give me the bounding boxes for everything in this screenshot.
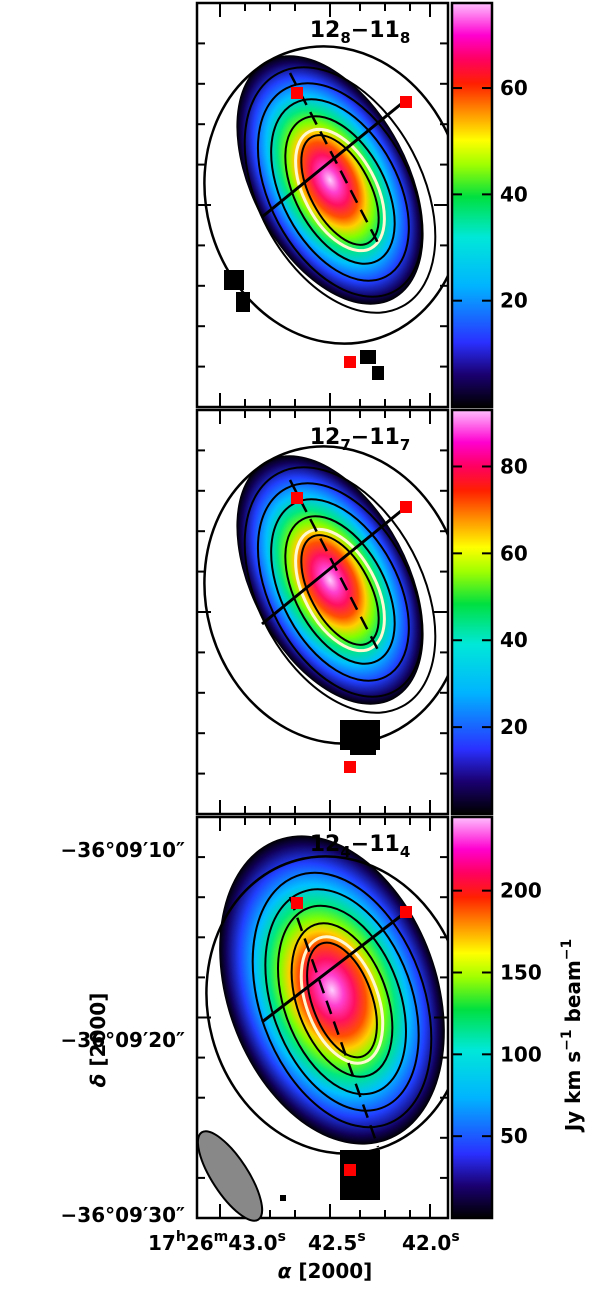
contour — [264, 888, 420, 1112]
position-marker — [400, 501, 412, 513]
position-marker — [291, 492, 303, 504]
hot-contour — [299, 935, 385, 1065]
contour — [251, 871, 433, 1129]
outer-contour — [203, 45, 448, 345]
pixel-block — [360, 350, 376, 364]
x-axis-symbol: α — [278, 1259, 292, 1283]
contour — [300, 534, 380, 646]
outer-contour — [203, 445, 448, 745]
map-area — [203, 445, 448, 755]
svg-text:Jy km s−1 beam−1: Jy km s−1 beam−1 — [559, 939, 585, 1134]
colorbar-tick-label: 150 — [500, 960, 542, 984]
panel-2: 124−114 50 100 150 200 — [195, 815, 542, 1220]
position-marker — [400, 96, 412, 108]
svg-text:δ [2000]: δ [2000] — [86, 993, 110, 1088]
major-axis-line — [288, 479, 380, 651]
hot-contour — [294, 527, 386, 653]
colorbar-tick-label: 20 — [500, 289, 528, 313]
y-axis-label: δ [2000] — [86, 993, 110, 1088]
major-axis-line — [288, 72, 380, 244]
x-axis-label: α [2000] — [278, 1259, 373, 1283]
transition-label: 124−114 — [310, 832, 411, 861]
cut-line — [261, 910, 407, 1024]
colorbar-tick-label: 40 — [500, 182, 528, 206]
transition-label: 127−117 — [310, 425, 411, 454]
y-axis-unit: [2000] — [86, 993, 110, 1067]
position-marker — [344, 1164, 356, 1176]
y-tick-label: −36°09′30″ — [61, 1203, 186, 1227]
pixel-block — [280, 1195, 286, 1201]
contour — [290, 922, 394, 1078]
x-tick-label-2: 42.0s — [402, 1229, 460, 1255]
beam-ellipse — [196, 1130, 264, 1222]
colorbar-frame — [450, 815, 494, 1220]
position-marker — [291, 897, 303, 909]
transition-label: 128−118 — [310, 18, 411, 47]
colorbar-tick-label: 40 — [500, 628, 528, 652]
x-tick-label-0: 17h26m43.0s — [148, 1229, 286, 1255]
hot-contour — [294, 127, 386, 253]
contour — [300, 134, 380, 246]
colorbar-tick-label: 100 — [500, 1042, 542, 1066]
x-tick-label-1: 42.5s — [308, 1229, 366, 1255]
colorbar-tick-label: 80 — [500, 454, 528, 478]
contour — [243, 466, 437, 714]
intensity-map — [236, 455, 424, 705]
axis-text: −36°09′10″ −36°09′20″ −36°09′30″ δ [2000… — [61, 838, 585, 1283]
colorbar-tick-label: 60 — [500, 541, 528, 565]
colorbar-tick-label: 200 — [500, 879, 542, 903]
colorbar-label: Jy km s−1 beam−1 — [559, 939, 585, 1134]
panel-1: 127−117 20 40 60 80 — [195, 408, 528, 816]
contour — [243, 66, 437, 314]
position-marker — [344, 761, 356, 773]
intensity-map — [219, 835, 445, 1145]
contour — [284, 515, 396, 665]
position-marker — [400, 906, 412, 918]
colorbar-frame — [450, 408, 494, 816]
contour — [270, 98, 410, 282]
map-panels: 128−118 20 40 60 127−117 20 40 60 80 124−114 50 100… — [195, 1, 542, 1222]
y-axis-symbol: δ — [86, 1074, 110, 1088]
pixel-block — [236, 292, 250, 312]
y-tick-label: −36°09′10″ — [61, 838, 186, 862]
panel-0: 128−118 20 40 60 — [195, 1, 528, 409]
contour — [277, 904, 407, 1096]
colorbar-tick-label: 60 — [500, 76, 528, 100]
x-axis-unit: [2000] — [298, 1259, 372, 1283]
pixel-block — [372, 366, 384, 380]
map-area — [205, 835, 448, 1201]
colorbar — [452, 817, 492, 1218]
contour — [284, 115, 396, 265]
colorbar-frame — [450, 1, 494, 409]
position-marker — [291, 87, 303, 99]
map-area — [203, 45, 448, 380]
colorbar — [452, 410, 492, 814]
position-marker — [344, 356, 356, 368]
contour — [256, 482, 424, 698]
outer-contour — [205, 855, 448, 1155]
colorbar-tick-label: 50 — [500, 1124, 528, 1148]
major-axis-line — [288, 896, 380, 1148]
colorbar — [452, 3, 492, 407]
y-tick-label: −36°09′20″ — [61, 1028, 186, 1052]
colorbar-tick-label: 20 — [500, 715, 528, 739]
contour — [306, 941, 378, 1059]
contour — [256, 82, 424, 298]
